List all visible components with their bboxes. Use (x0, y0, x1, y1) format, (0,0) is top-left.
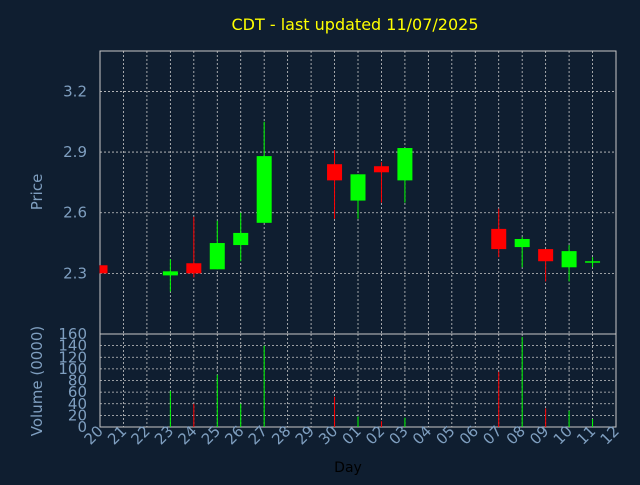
x-axis: 2021222324252627282930010203040506070809… (81, 422, 623, 448)
price-panel: 2.3 2.6 2.9 3.2 (63, 50, 617, 335)
price-tick-label: 2.3 (63, 264, 87, 282)
price-tick-label: 2.9 (63, 143, 87, 161)
candle-body (491, 228, 507, 250)
candle-body (538, 249, 554, 262)
candle-body (585, 261, 601, 263)
candle-body (350, 174, 366, 201)
volume-tick-label: 100 (58, 360, 87, 378)
volume-tick-label: 160 (58, 325, 87, 343)
candle-body (256, 156, 272, 223)
volume-tick-label: 60 (68, 383, 87, 401)
candle-body (186, 263, 202, 274)
x-axis-label: Day (334, 460, 362, 476)
candle-body (561, 251, 577, 268)
candle-body (373, 166, 389, 173)
candle-body (209, 243, 225, 270)
volume-tick-label: 80 (68, 372, 87, 390)
volume-tick-label: 40 (68, 395, 87, 413)
candle-body (162, 271, 178, 276)
volume-tick-label: 20 (68, 406, 87, 424)
volume-tick-label: 140 (58, 337, 87, 355)
price-tick-label: 3.2 (63, 82, 87, 100)
price-tick-label: 2.6 (63, 204, 87, 222)
volume-tick-label: 120 (58, 348, 87, 366)
volume-axis-label: Volume (0000) (28, 326, 46, 436)
candle-body (233, 232, 249, 246)
candle-body (514, 238, 530, 248)
price-axis-label: Price (28, 174, 46, 211)
volume-tick-label: 0 (77, 418, 87, 436)
candle-body (100, 265, 108, 274)
chart-title: CDT - last updated 11/07/2025 (232, 15, 479, 34)
candle-body (327, 164, 343, 181)
candle-body (397, 148, 413, 181)
